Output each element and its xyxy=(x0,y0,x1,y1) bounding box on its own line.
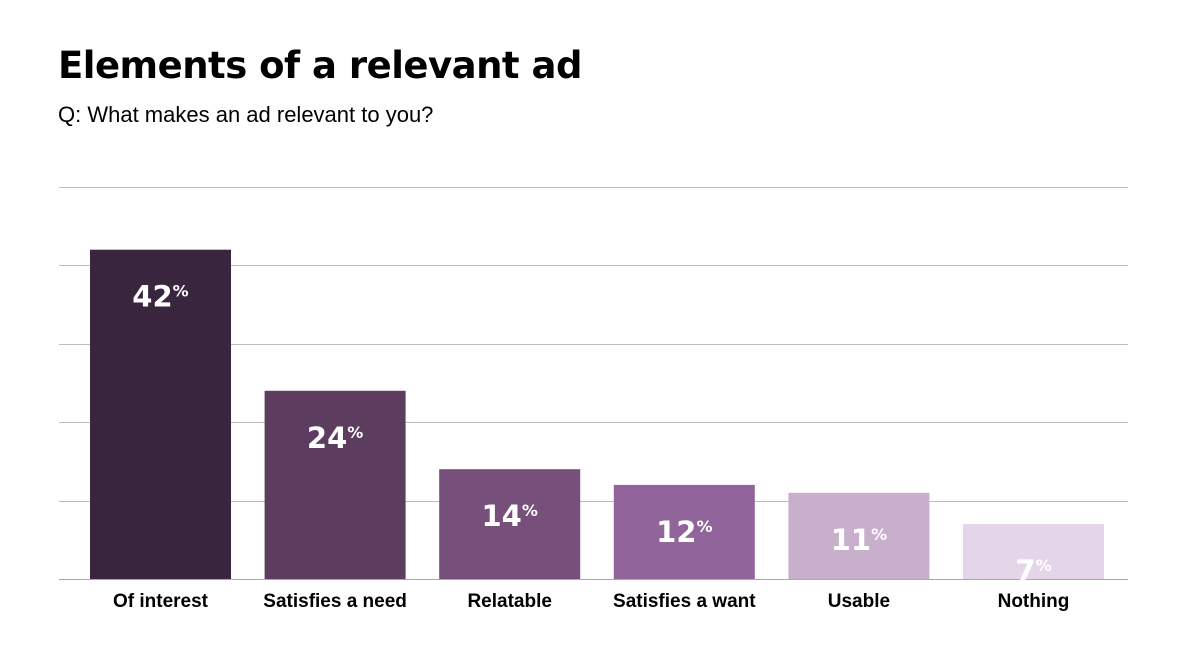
category-label: Nothing xyxy=(998,591,1070,612)
data-label: 14% xyxy=(482,499,538,533)
category-label: Of interest xyxy=(113,591,209,612)
bar xyxy=(613,484,755,579)
category-label: Usable xyxy=(828,591,890,612)
bar xyxy=(90,249,231,579)
bar xyxy=(264,390,406,579)
bar xyxy=(963,524,1104,579)
bars xyxy=(90,249,1104,579)
bar xyxy=(788,492,930,579)
value-labels: 42% 24% 14% 12% 11% 7% xyxy=(132,280,1051,588)
gridlines xyxy=(59,187,1128,580)
data-label: 24% xyxy=(307,421,363,455)
category-labels: Of interest Satisfies a need Relatable Sati… xyxy=(113,591,1069,612)
category-label: Satisfies a need xyxy=(263,591,407,612)
data-label: 42% xyxy=(132,280,188,314)
chart-title: Elements of a relevant ad xyxy=(58,44,582,87)
chart-subtitle: Q: What makes an ad relevant to you? xyxy=(58,102,434,127)
bar xyxy=(439,469,581,579)
category-label: Relatable xyxy=(467,591,551,612)
data-label: 11% xyxy=(831,523,887,557)
data-label: 7% xyxy=(1015,554,1051,588)
category-label: Satisfies a want xyxy=(613,591,756,612)
data-label: 12% xyxy=(656,515,712,549)
